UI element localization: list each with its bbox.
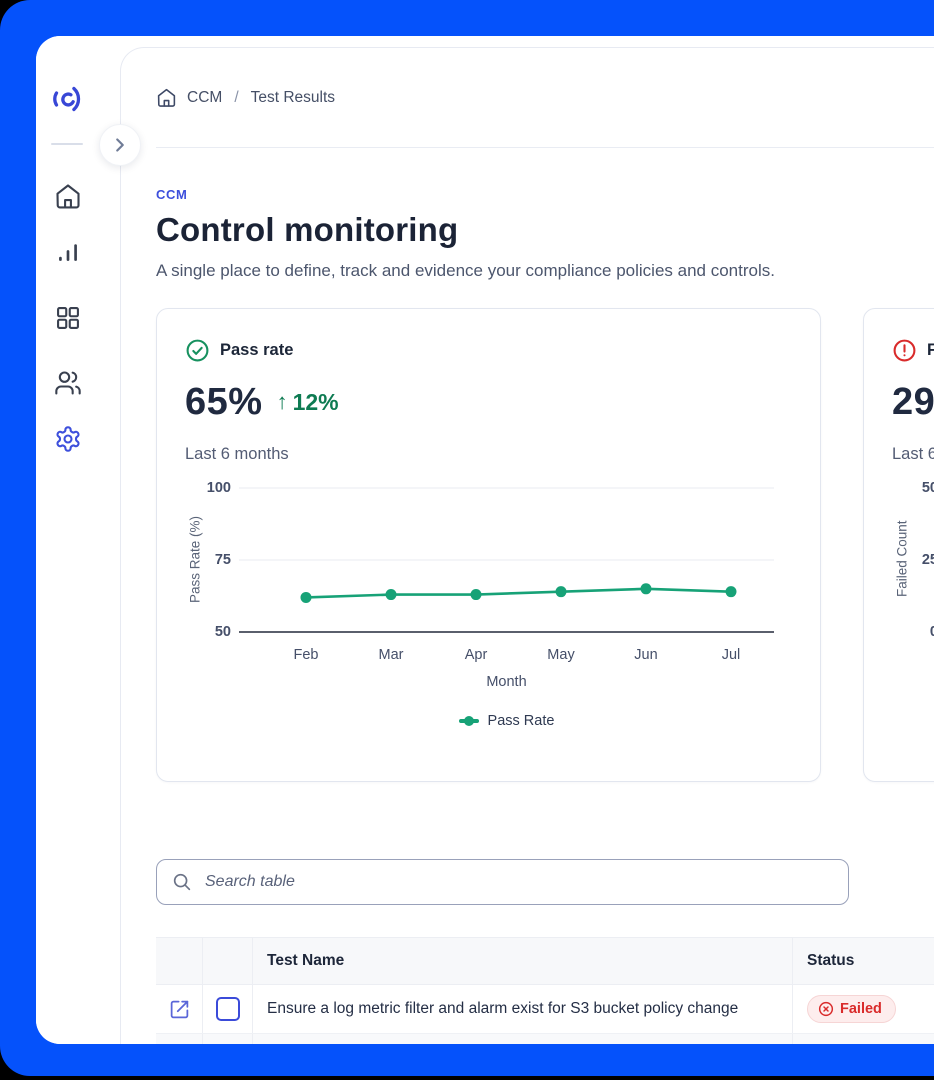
chevron-right-icon: [116, 138, 124, 152]
users-icon: [55, 371, 81, 395]
sidebar-divider: [51, 143, 83, 145]
test-name: Ensure a log metric filter and alarm exi…: [267, 1000, 739, 1017]
row-checkbox[interactable]: [215, 997, 240, 1021]
sidebar-item-users[interactable]: [54, 369, 82, 397]
y-axis-label: Pass Rate (%): [187, 515, 203, 603]
home-icon: [56, 184, 80, 209]
y-axis-ticks: 100 75 50: [206, 480, 231, 640]
page-content: CCM Control monitoring A single place to…: [156, 148, 934, 782]
pass-rate-value: 65%: [185, 380, 263, 423]
legend-marker: [458, 716, 479, 726]
sidebar-collapse-button[interactable]: [99, 124, 141, 166]
pass-rate-chart: Pass Rate (%) 100 75 50: [185, 480, 792, 640]
legend-label: Pass Rate: [487, 713, 555, 729]
card-label: Pass rate: [220, 340, 294, 359]
x-circle-icon: [818, 1001, 834, 1017]
stat-cards-row: Pass rate 65% ↑ 12% Last 6 months Pass R…: [156, 308, 934, 782]
page-subtitle: A single place to define, track and evid…: [156, 261, 775, 280]
x-axis-label: Month: [486, 674, 527, 690]
bar-chart-icon: [59, 244, 77, 261]
fail-rate-card: Fail rate 29% Last 6 months Failed Count…: [863, 308, 934, 782]
fail-rate-chart: Failed Count 50 25 0: [892, 480, 934, 640]
test-results-table: Test Name Status: [156, 937, 934, 1044]
page-title: Control monitoring: [156, 211, 459, 248]
header-test-name: Test Name: [253, 938, 793, 984]
alert-circle-icon: [893, 339, 916, 361]
sidebar-item-analytics[interactable]: [54, 238, 82, 266]
table-search: [156, 859, 849, 905]
sidebar-item-settings[interactable]: [54, 425, 82, 453]
table-row: IAM users should not have IAM policies a…: [156, 1034, 934, 1044]
main-panel: CCM / Test Results CCM Control monitorin…: [120, 47, 934, 1044]
pass-rate-card: Pass rate 65% ↑ 12% Last 6 months Pass R…: [156, 308, 821, 782]
sidebar: [36, 36, 120, 1044]
x-axis-ticks: Feb Mar Apr May Jun Jul: [293, 647, 741, 663]
chart-legend: Pass Rate: [239, 713, 774, 729]
sidebar-item-home[interactable]: [54, 182, 82, 210]
breadcrumb-separator: /: [234, 88, 239, 106]
settings-gear-icon: [56, 426, 80, 452]
check-circle-icon: [186, 339, 209, 361]
pass-rate-delta: ↑ 12%: [276, 388, 339, 415]
card-label: Fail rate: [927, 340, 934, 359]
table-header-row: Test Name Status: [156, 937, 934, 985]
external-link-icon[interactable]: [169, 999, 190, 1020]
app-window: CCM / Test Results CCM Control monitorin…: [36, 36, 934, 1044]
grid-apps-icon: [57, 307, 79, 329]
header-checkbox-col: [203, 938, 253, 984]
header-divider: [156, 147, 934, 148]
header-link-col: [156, 938, 203, 984]
y-axis-label: Failed Count: [894, 520, 910, 598]
fail-rate-value: 29%: [892, 380, 934, 423]
sidebar-item-apps[interactable]: [54, 304, 82, 332]
brand-spiral-logo-icon[interactable]: [49, 81, 85, 117]
header-status: Status: [807, 952, 855, 969]
search-icon: [173, 873, 191, 891]
card-period: Last 6 months: [185, 445, 289, 463]
y-axis-ticks: 50 25 0: [921, 480, 934, 640]
arrow-up-icon: ↑: [276, 389, 288, 414]
line-plot: [239, 487, 774, 633]
home-icon[interactable]: [156, 87, 177, 108]
card-period: Last 6 months: [892, 445, 934, 463]
breadcrumb: CCM / Test Results: [156, 48, 934, 147]
search-input[interactable]: [203, 872, 834, 892]
breadcrumb-item-test-results[interactable]: Test Results: [250, 88, 336, 106]
breadcrumb-item-ccm[interactable]: CCM: [187, 88, 223, 106]
status-badge-failed: Failed: [807, 995, 896, 1023]
table-row: Ensure a log metric filter and alarm exi…: [156, 985, 934, 1034]
page-eyebrow: CCM: [156, 187, 188, 202]
